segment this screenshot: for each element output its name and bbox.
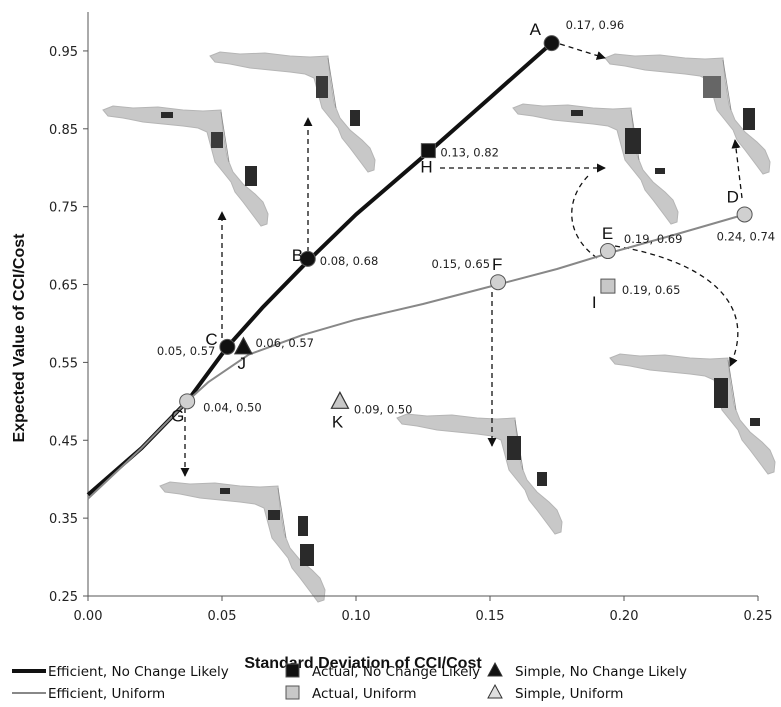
legend-entry: Actual, No Change Likely — [312, 664, 480, 680]
point-i-letter: I — [592, 293, 597, 312]
x-axis-title: Standard Deviation of CCI/Cost — [244, 655, 482, 672]
point-k-marker — [330, 391, 350, 409]
legend-swatch — [285, 663, 300, 678]
point-g-marker — [179, 393, 196, 410]
point-e-letter: E — [602, 224, 613, 243]
map-block-tiny — [220, 488, 230, 494]
map-block-small — [655, 168, 665, 174]
point-i-value-label: 0.19, 0.65 — [622, 283, 681, 297]
x-tick-label: 0.10 — [342, 609, 371, 624]
x-tick-label: 0.05 — [208, 609, 237, 624]
map-thumbnail-b — [209, 51, 376, 173]
y-tick-label: 0.95 — [49, 45, 78, 60]
arrow-i — [571, 175, 598, 259]
map-block-tiny — [161, 112, 173, 118]
point-b-value-label: 0.08, 0.68 — [320, 254, 379, 268]
axes: 0.00 0.05 0.10 0.15 0.20 0.25 0.25 0.35 0.45 0.55… — [49, 12, 772, 624]
legend-entry: Efficient, No Change Likely — [48, 664, 229, 680]
map-block-large — [211, 132, 223, 148]
arrow-a — [559, 43, 606, 60]
legend-entry: Efficient, Uniform — [48, 686, 165, 702]
legend-entry: Actual, Uniform — [312, 686, 417, 702]
point-f-value-label: 0.15, 0.65 — [432, 257, 491, 271]
y-tick-label: 0.45 — [49, 434, 78, 449]
point-b-marker — [299, 250, 316, 267]
map-block-small — [245, 166, 257, 186]
x-tick-label: 0.15 — [476, 609, 505, 624]
map-block-small — [350, 110, 360, 126]
point-f-letter: F — [492, 255, 502, 274]
x-tick-label: 0.00 — [74, 609, 103, 624]
y-axis-title: Expected Value of CCI/Cost — [11, 233, 28, 443]
map-block-large — [316, 76, 328, 98]
point-c-value-label: 0.05, 0.57 — [157, 344, 216, 358]
arrow-e — [614, 245, 739, 367]
legend-swatch — [285, 685, 300, 700]
point-h-value-label: 0.13, 0.82 — [440, 146, 499, 160]
region-maps — [102, 51, 776, 603]
map-block-large — [507, 436, 521, 460]
y-tick-label: 0.35 — [49, 512, 78, 527]
point-j-value-label: 0.06, 0.57 — [255, 336, 314, 350]
map-thumbnail-h — [512, 103, 679, 225]
point-e-value-label: 0.19, 0.69 — [624, 232, 683, 246]
y-tick-label: 0.55 — [49, 356, 78, 371]
map-block-large — [625, 128, 641, 154]
y-tick-label: 0.65 — [49, 279, 78, 294]
legend-swatch — [487, 683, 503, 699]
x-tick-label: 0.20 — [610, 609, 639, 624]
map-block-tiny — [571, 110, 583, 116]
point-e-marker — [599, 243, 616, 260]
point-i-marker — [600, 278, 616, 294]
callout-arrows — [180, 43, 743, 477]
map-block-small — [537, 472, 547, 486]
y-tick-label: 0.25 — [49, 590, 78, 605]
x-tick-label: 0.25 — [744, 609, 773, 624]
map-block-small — [750, 418, 760, 426]
point-k-value-label: 0.09, 0.50 — [354, 402, 413, 416]
map-thumbnail-c — [102, 105, 269, 227]
y-tick-label: 0.75 — [49, 201, 78, 216]
legend: Efficient, No Change Likely Actual, No Ch… — [12, 661, 687, 702]
map-block-large — [298, 516, 308, 536]
point-f-marker — [490, 274, 507, 291]
point-c-marker — [219, 338, 236, 355]
point-j-marker — [233, 336, 253, 355]
map-thumbnail-f — [396, 413, 563, 535]
legend-entry: Simple, No Change Likely — [515, 664, 687, 680]
point-k-letter: K — [332, 412, 344, 431]
legend-entry: Simple, Uniform — [515, 686, 623, 702]
point-d-letter: D — [727, 187, 739, 206]
map-thumbnail-a — [604, 53, 771, 175]
map-block-small — [743, 108, 755, 130]
point-h-letter: H — [420, 158, 432, 177]
point-c-letter: C — [205, 330, 217, 349]
y-tick-label: 0.85 — [49, 123, 78, 138]
legend-swatch — [487, 661, 503, 677]
points-layer: A 0.17, 0.96 B 0.08, 0.68 C0.05, 0.57 D 0.24, … — [157, 18, 775, 431]
point-h-marker — [420, 143, 436, 159]
point-a-value-label: 0.17, 0.96 — [566, 18, 625, 32]
point-b-letter: B — [292, 246, 303, 265]
map-block-small — [300, 544, 314, 566]
point-a-letter: A — [530, 20, 542, 39]
point-g-letter: G — [171, 406, 184, 425]
map-block-large — [714, 378, 728, 408]
arrow-d — [731, 139, 743, 199]
point-d-marker — [736, 206, 753, 223]
point-d-value-label: 0.24, 0.74 — [717, 229, 776, 243]
map-thumbnail-e — [609, 353, 776, 475]
map-thumbnail-g — [159, 481, 326, 603]
point-g-value-label: 0.04, 0.50 — [203, 400, 262, 414]
point-a-marker — [543, 35, 560, 52]
map-block-large — [703, 76, 721, 98]
point-j-letter: J — [237, 354, 246, 373]
map-block-medium — [268, 510, 280, 520]
